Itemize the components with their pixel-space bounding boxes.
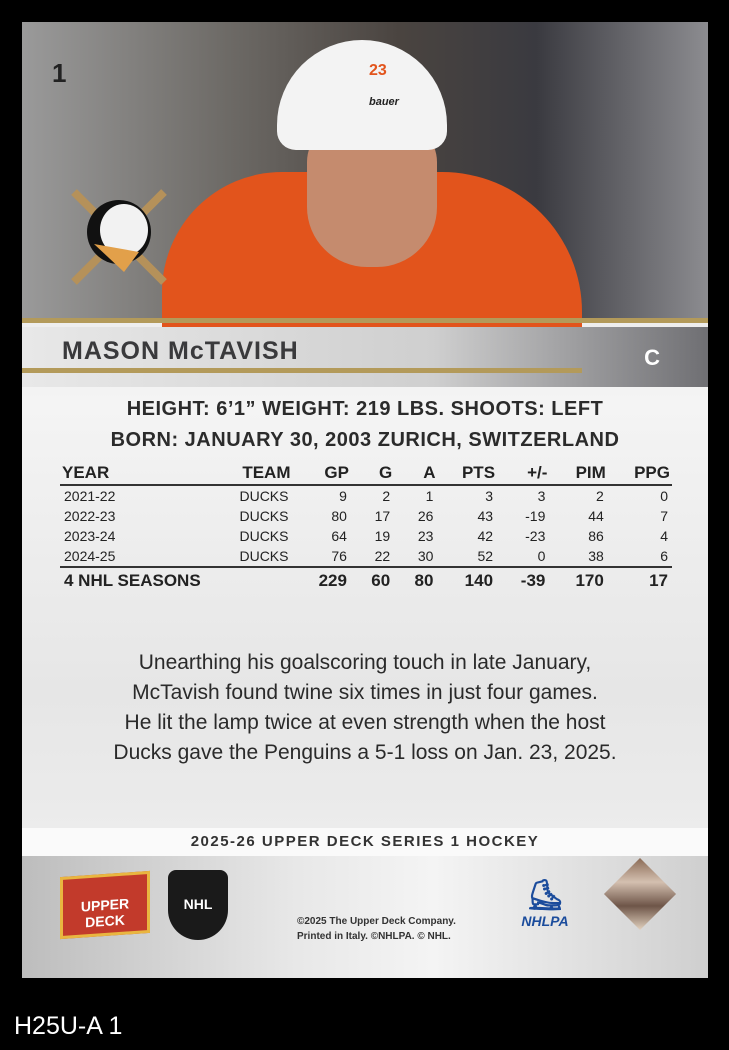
gold-stripe (22, 318, 708, 323)
stats-table: YEAR TEAM GP G A PTS +/- PIM PPG 2021-22 DUCKS 9 2 1… (60, 463, 672, 594)
stats-header: PIM (549, 463, 608, 486)
stats-total-cell: 80 (394, 566, 438, 594)
stats-cell: DUCKS (239, 528, 289, 544)
stats-cell: 64 (331, 528, 347, 544)
card-number: 1 (52, 58, 67, 88)
copyright-line: ©2025 The Upper Deck Company. (297, 916, 456, 927)
player-name: MASON McTAVISH (62, 337, 299, 365)
gold-stripe (22, 368, 582, 373)
stats-row: 2024-25 DUCKS 76 22 30 52 0 38 6 (60, 546, 672, 567)
stats-cell: 7 (660, 508, 668, 524)
scan-label: H25U-A 1 (14, 1012, 123, 1040)
stats-total-cell: 229 (292, 566, 351, 594)
blurb-line: He lit the lamp twice at even strength w… (124, 711, 606, 734)
bio-born: BORN: JANUARY 30, 2003 ZURICH, SWITZERLA… (110, 429, 620, 451)
series-title: 2025-26 UPPER DECK SERIES 1 HOCKEY (190, 833, 540, 850)
blurb-line: Unearthing his goalscoring touch in late… (138, 651, 592, 674)
nhlpa-logo-icon: ⛸ NHLPA (512, 878, 578, 929)
helmet: 23 BAUER (277, 40, 447, 150)
bio-height-weight: HEIGHT: 6’1” WEIGHT: 219 LBS. SHOOTS: LE… (126, 398, 604, 420)
stats-cell: 3 (537, 488, 546, 504)
stats-cell: 30 (417, 548, 434, 564)
stats-cell: 0 (660, 488, 668, 504)
stats-header: PPG (607, 463, 672, 486)
stats-header: G (350, 463, 395, 486)
helmet-jersey-number: 23 (369, 62, 387, 79)
player-photo: 23 BAUER 1 (22, 22, 708, 332)
copyright-line: Printed in Italy. ©NHLPA. © NHL. (297, 931, 451, 942)
stats-cell: 2022-23 (64, 508, 116, 524)
stats-row: 2021-22 DUCKS 9 2 1 3 3 2 0 (60, 485, 672, 506)
stats-row: 2022-23 DUCKS 80 17 26 43 -19 44 7 (60, 506, 672, 526)
stats-cell: 2021-22 (64, 488, 116, 504)
copyright: ©2025 The Upper Deck Company. Printed in… (297, 914, 456, 944)
stats-cell: 2024-25 (64, 548, 116, 564)
stats-cell: 0 (537, 548, 546, 564)
stats-cell: DUCKS (239, 488, 289, 504)
stats-cell: 2 (382, 488, 391, 504)
nhlpa-text: NHLPA (521, 913, 569, 929)
stats-total-cell: -39 (497, 566, 550, 594)
trading-card: 23 BAUER 1 MASON McTAVISH C HEIGHT: 6’1”… (22, 22, 708, 978)
stats-cell: 4 (660, 528, 668, 544)
skater-icon: ⛸ (525, 879, 565, 912)
stats-header: PTS (437, 463, 498, 486)
stats-cell: 17 (374, 508, 391, 524)
stats-cell: 38 (588, 548, 604, 564)
stats-cell: DUCKS (239, 548, 289, 564)
stats-cell: 3 (485, 488, 494, 504)
stats-header: A (394, 463, 438, 486)
stats-cell: 22 (374, 548, 391, 564)
stats-total-cell: 4 NHL SEASONS (60, 566, 293, 594)
ducks-logo-icon (71, 189, 167, 285)
stats-cell: 23 (417, 528, 434, 544)
stats-cell: 43 (477, 508, 494, 524)
nhl-shield-icon: NHL (168, 870, 228, 940)
hologram-icon (603, 857, 677, 931)
stats-total-cell: 60 (350, 566, 395, 594)
blurb-line: McTavish found twine six times in just f… (132, 681, 598, 704)
stats-header: GP (292, 463, 351, 486)
helmet-brand: BAUER (369, 96, 399, 108)
stats-total-cell: 170 (549, 566, 608, 594)
stats-cell: 26 (417, 508, 434, 524)
series-bar: 2025-26 UPPER DECK SERIES 1 HOCKEY (22, 828, 708, 856)
stats-cell: 42 (477, 528, 494, 544)
blurb-line: Ducks gave the Penguins a 5-1 loss on Ja… (113, 741, 617, 764)
stats-cell: 52 (477, 548, 494, 564)
stats-cell: 9 (339, 488, 347, 504)
stats-cell: 44 (588, 508, 604, 524)
stats-header: YEAR (60, 463, 179, 486)
stats-cell: 80 (331, 508, 347, 524)
stats-total-cell: 17 (607, 566, 672, 594)
player-position: C (644, 345, 660, 370)
stats-total-cell: 140 (437, 566, 498, 594)
name-bar: MASON McTAVISH C (22, 327, 708, 387)
stats-cell: 6 (660, 548, 668, 564)
player-blurb: Unearthing his goalscoring touch in late… (42, 648, 688, 768)
stats-header: +/- (497, 463, 550, 486)
stats-cell: 86 (588, 528, 604, 544)
stats-cell: 1 (425, 488, 434, 504)
stats-row: 2023-24 DUCKS 64 19 23 42 -23 86 4 (60, 526, 672, 546)
stats-cell: -19 (525, 508, 546, 524)
stats-header: TEAM (178, 463, 293, 486)
stats-cell: 2 (596, 488, 604, 504)
stats-total-row: 4 NHL SEASONS 229 60 80 140 -39 170 17 (60, 566, 672, 594)
stats-cell: -23 (525, 528, 546, 544)
stats-cell: 2023-24 (64, 528, 116, 544)
player-bio: HEIGHT: 6’1” WEIGHT: 219 LBS. SHOOTS: LE… (22, 394, 708, 456)
stats-cell: 76 (331, 548, 347, 564)
stats-cell: DUCKS (239, 508, 289, 524)
stats-cell: 19 (374, 528, 391, 544)
upper-deck-logo-icon: UPPER DECK (60, 870, 150, 940)
card-footer: UPPER DECK NHL ©2025 The Upper Deck Comp… (22, 856, 708, 978)
